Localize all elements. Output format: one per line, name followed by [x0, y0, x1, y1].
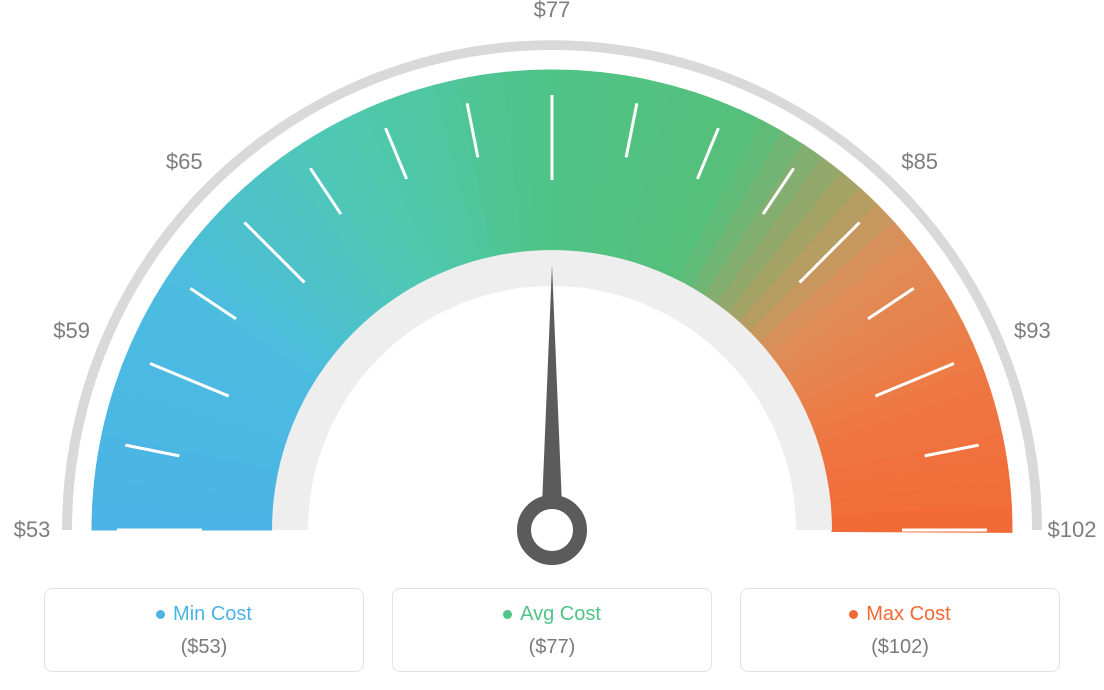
- scale-label: $85: [901, 149, 938, 175]
- legend-value: ($102): [741, 636, 1059, 659]
- scale-label: $59: [53, 318, 90, 344]
- legend-value: ($53): [45, 636, 363, 659]
- legend-title: Min Cost: [156, 603, 252, 626]
- legend-card-max: Max Cost ($102): [740, 588, 1060, 672]
- gauge-chart-container: $53 $59 $65 $77 $85 $93 $102 Min Cost ($53) Avg …: [0, 0, 1104, 690]
- scale-label: $77: [534, 0, 571, 23]
- legend-dot-icon: [503, 610, 512, 619]
- scale-label: $53: [14, 517, 51, 543]
- legend-title: Avg Cost: [503, 603, 601, 626]
- legend-value: ($77): [393, 636, 711, 659]
- legend-card-avg: Avg Cost ($77): [392, 588, 712, 672]
- scale-label: $102: [1048, 517, 1097, 543]
- gauge-svg: [0, 0, 1104, 580]
- legend-dot-icon: [849, 610, 858, 619]
- gauge-area: $53 $59 $65 $77 $85 $93 $102: [0, 0, 1104, 560]
- legend-label: Min Cost: [173, 603, 252, 626]
- needle-pivot: [524, 502, 580, 558]
- legend-card-min: Min Cost ($53): [44, 588, 364, 672]
- legend-dot-icon: [156, 610, 165, 619]
- legend-row: Min Cost ($53) Avg Cost ($77) Max Cost ($102): [0, 588, 1104, 672]
- needle: [541, 265, 563, 530]
- scale-label: $65: [166, 149, 203, 175]
- scale-label: $93: [1014, 318, 1051, 344]
- legend-label: Max Cost: [866, 603, 950, 626]
- legend-label: Avg Cost: [520, 603, 601, 626]
- legend-title: Max Cost: [849, 603, 950, 626]
